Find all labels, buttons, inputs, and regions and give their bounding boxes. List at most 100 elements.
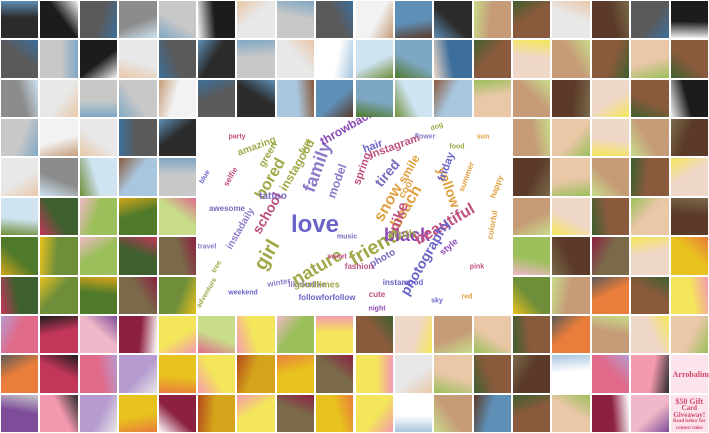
wordcloud-word: party — [228, 133, 246, 141]
photo-tile — [433, 0, 473, 40]
photo-tile — [669, 314, 709, 355]
photo-tile — [472, 314, 513, 355]
photo-tile — [0, 236, 40, 276]
photo-tile — [669, 78, 709, 119]
photo-tile — [551, 314, 591, 355]
photo-tile — [472, 393, 513, 433]
photo-tile — [433, 314, 473, 355]
photo-tile — [393, 354, 434, 394]
photo-tile — [512, 354, 552, 394]
photo-tile — [39, 118, 79, 158]
photo-tile — [354, 393, 394, 433]
photo-tile — [78, 314, 119, 355]
wordcloud-word: music — [336, 233, 358, 241]
photo-tile — [157, 78, 197, 119]
photo-tile — [669, 39, 709, 79]
photo-tile — [551, 78, 591, 119]
photo-tile — [630, 0, 670, 40]
photo-tile — [236, 39, 276, 79]
photo-tile-caption: $50 Gift Card Giveaway! Read below for conte… — [669, 393, 709, 433]
photo-tile — [590, 157, 631, 197]
wordcloud-word: instamood — [382, 278, 424, 287]
photo-tile — [157, 314, 197, 355]
photo-tile — [196, 0, 237, 40]
photo-tile — [512, 236, 552, 276]
photo-tile — [393, 39, 434, 79]
caption-line: contest rules — [675, 425, 703, 431]
photo-tile — [433, 39, 473, 79]
photo-tile — [39, 275, 79, 315]
wordcloud-word: tree — [210, 259, 224, 275]
photo-tile — [157, 196, 197, 237]
photo-tile — [78, 236, 119, 276]
photo-tile — [551, 0, 591, 40]
photo-tile — [551, 236, 591, 276]
wordcloud-word: food — [449, 143, 465, 151]
photo-tile — [551, 196, 591, 237]
photo-tile — [78, 275, 119, 315]
caption-line: $50 Gift — [675, 396, 704, 406]
photo-tile — [236, 0, 276, 40]
photo-tile — [354, 39, 394, 79]
photo-tile — [157, 0, 197, 40]
photo-tile — [512, 275, 552, 315]
photo-tile — [196, 314, 237, 355]
photo-tile — [78, 196, 119, 237]
photo-tile — [118, 393, 158, 433]
wordcloud-word: fashion — [344, 262, 374, 271]
caption-line: Read below for — [673, 418, 706, 424]
wordcloud-word: model — [324, 161, 350, 201]
caption-line: Giveaway! — [673, 410, 706, 419]
photo-tile — [0, 393, 40, 433]
photo-tile — [39, 393, 79, 433]
wordcloud-word: spring — [351, 150, 374, 187]
photo-tile — [512, 0, 552, 40]
photo-tile — [630, 157, 670, 197]
wordcloud-word: night — [368, 305, 386, 313]
wordcloud-word: black — [383, 225, 431, 245]
caption-line: Card — [681, 403, 698, 412]
photo-tile — [275, 78, 316, 119]
photo-tile — [39, 78, 79, 119]
photo-tile — [630, 275, 670, 315]
photo-tile — [196, 39, 237, 79]
photo-tile — [0, 78, 40, 119]
wordcloud-word: flower — [414, 133, 436, 141]
photo-tile — [512, 78, 552, 119]
photo-tile — [0, 275, 40, 315]
photo-tile — [551, 118, 591, 158]
wordcloud-word: summer — [456, 160, 477, 193]
wordcloud-word: colorful — [485, 209, 500, 241]
photo-tile — [590, 314, 631, 355]
photo-tile — [630, 354, 670, 394]
photo-tile — [590, 196, 631, 237]
wordcloud-word: cute — [368, 290, 386, 299]
photo-tile — [669, 118, 709, 158]
photo-tile — [630, 196, 670, 237]
photo-tile — [630, 236, 670, 276]
photo-tile — [157, 236, 197, 276]
photo-tile — [472, 0, 513, 40]
photo-tile — [315, 39, 355, 79]
photo-tile — [118, 0, 158, 40]
photo-tile — [472, 354, 513, 394]
photo-tile — [630, 393, 670, 433]
photo-tile — [433, 354, 473, 394]
wordcloud-word: followforfollow — [298, 293, 356, 302]
caption-line: Arrobalimo — [672, 370, 709, 380]
wordcloud-word: tattoo — [259, 191, 287, 202]
photo-tile — [354, 314, 394, 355]
photo-tile — [78, 354, 119, 394]
photo-tile — [236, 393, 276, 433]
photo-tile — [157, 118, 197, 158]
photo-tile — [590, 0, 631, 40]
photo-tile — [39, 39, 79, 79]
photo-tile — [590, 39, 631, 79]
photo-tile — [78, 78, 119, 119]
photo-tile — [669, 157, 709, 197]
photo-tile — [590, 393, 631, 433]
photo-tile — [236, 314, 276, 355]
photo-tile — [118, 39, 158, 79]
photo-tile — [196, 393, 237, 433]
